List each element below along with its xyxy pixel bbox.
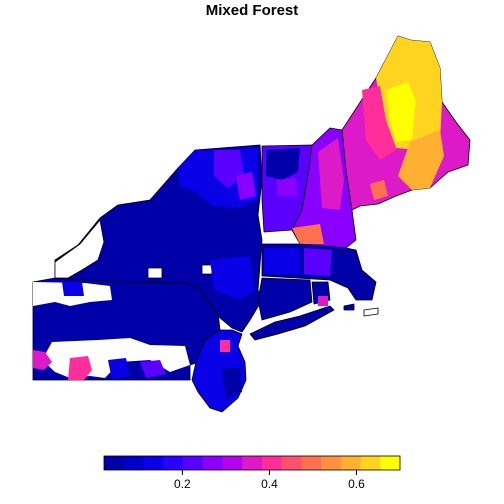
colorbar-swatch	[143, 456, 164, 470]
region-ma-blue	[264, 248, 300, 274]
region-me-orange	[398, 130, 444, 190]
colorbar-tick-label: 0.2	[174, 477, 191, 491]
colorbar-swatch	[301, 456, 322, 470]
colorbar-swatch	[281, 456, 302, 470]
map-title: Mixed Forest	[205, 2, 299, 19]
region-long-island	[249, 305, 335, 341]
colorbar-swatch	[380, 456, 401, 470]
state-regions	[32, 35, 471, 413]
colorbar-swatch	[182, 456, 204, 470]
region-marthas-vineyard	[343, 303, 355, 311]
region-connecticut	[257, 277, 313, 321]
region-ny-lake-hole-2	[201, 264, 213, 275]
region-ny-catskill	[210, 256, 255, 300]
colorbar-swatch	[222, 456, 243, 470]
colorbar-swatch	[340, 456, 362, 470]
region-nh-salmon	[292, 224, 324, 244]
region-pa-w-blue	[62, 282, 84, 296]
region-vt-low	[266, 148, 300, 180]
region-nh-magenta	[318, 138, 344, 210]
region-pa-s-patch	[68, 356, 92, 380]
region-me-pink	[362, 86, 396, 160]
region-nj-low	[222, 368, 242, 400]
region-nj-pink	[220, 340, 230, 352]
colorbar-tick-label: 0.4	[261, 477, 278, 491]
region-vt-purple	[276, 178, 298, 196]
colorbar-tick-label: 0.6	[348, 477, 365, 491]
region-pa-sw-patch	[33, 350, 52, 370]
region-pa-s-blue	[108, 358, 130, 380]
region-nantucket	[363, 307, 379, 317]
colorbar-swatch	[123, 456, 144, 470]
colorbar-swatch	[202, 456, 223, 470]
colorbar-swatch	[163, 456, 184, 470]
color-legend: 0.2 0.4 0.6	[103, 455, 401, 491]
colorbar-swatch	[104, 456, 125, 470]
region-pa-s-violet	[140, 360, 166, 378]
colorbar-swatch	[242, 456, 263, 470]
colorbar-frame	[103, 455, 401, 471]
region-ma-violet	[304, 248, 332, 276]
colorbar-swatch	[261, 456, 283, 470]
colorbar-swatch	[360, 456, 381, 470]
region-ny-west-nodata	[54, 219, 105, 279]
region-ri-magenta	[318, 296, 328, 306]
region-ny-lake-hole	[147, 267, 163, 279]
colorbar-swatch	[321, 456, 342, 470]
region-ny-adirondack-purple	[236, 172, 256, 200]
region-me-brightyellow	[386, 82, 416, 142]
region-me-salmon	[370, 180, 388, 200]
